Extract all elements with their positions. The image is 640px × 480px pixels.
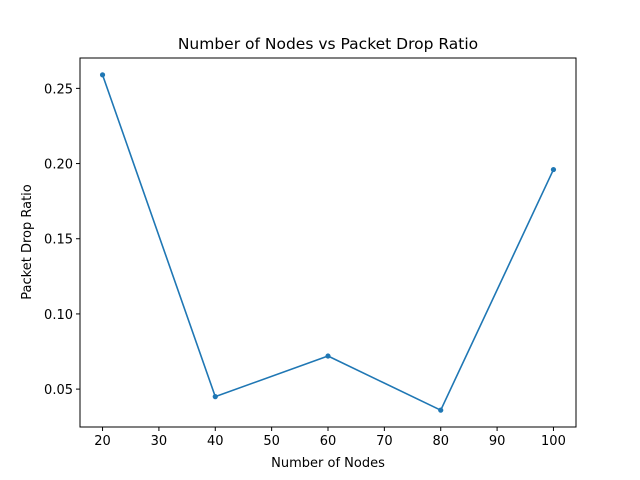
x-tick-label: 70 — [376, 434, 393, 449]
data-point — [438, 407, 444, 413]
chart-title: Number of Nodes vs Packet Drop Ratio — [178, 35, 478, 53]
x-tick-label: 40 — [207, 434, 224, 449]
x-tick-label: 80 — [432, 434, 449, 449]
data-point — [325, 353, 331, 359]
x-tick-label: 50 — [263, 434, 280, 449]
axes-frame — [79, 57, 577, 428]
data-point — [550, 166, 557, 173]
y-tick-label: 0.20 — [44, 158, 73, 173]
x-tick-label: 60 — [320, 434, 337, 449]
y-axis-label: Packet Drop Ratio — [20, 184, 35, 299]
y-tick-label: 0.10 — [44, 308, 73, 323]
x-tick-label: 20 — [94, 434, 111, 449]
plot-area: 20 30 40 50 60 70 80 90 100 0.05 0.10 0.15 0.20 0.25 — [44, 72, 566, 449]
x-axis-label: Number of Nodes — [271, 456, 385, 471]
data-point — [212, 394, 218, 400]
x-tick-label: 100 — [541, 434, 566, 449]
x-tick-label: 90 — [489, 434, 506, 449]
x-tick-label: 30 — [151, 434, 168, 449]
y-tick-label: 0.05 — [44, 383, 73, 398]
y-tick-label: 0.15 — [44, 233, 73, 248]
data-point — [99, 72, 106, 78]
y-tick-label: 0.25 — [44, 82, 73, 97]
